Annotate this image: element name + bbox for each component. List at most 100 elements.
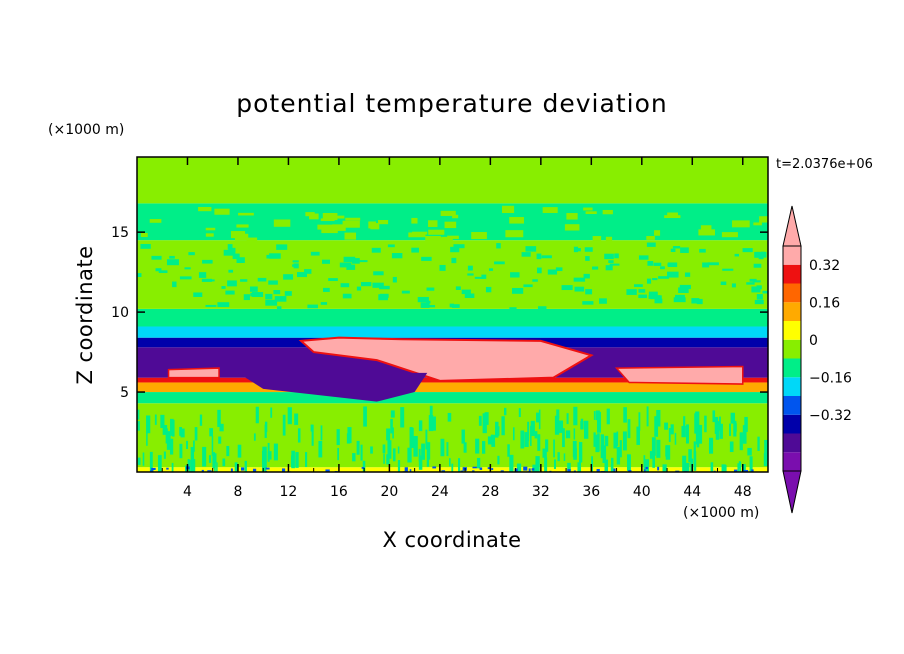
speckle-low-77 bbox=[704, 415, 707, 433]
speckle-surface-41 bbox=[166, 467, 169, 470]
speckle-low-146 bbox=[606, 408, 610, 425]
speckle-low-4 bbox=[577, 462, 582, 472]
speckle-low-142 bbox=[567, 462, 571, 472]
speckle-low-105 bbox=[360, 444, 363, 461]
speckle-low-91 bbox=[656, 439, 661, 458]
speckle-low-101 bbox=[623, 407, 627, 423]
speckle-upper-45 bbox=[378, 219, 389, 225]
speckle-low-148 bbox=[166, 431, 171, 450]
speckle-low-212 bbox=[390, 418, 393, 434]
speckle-mid-151 bbox=[228, 269, 234, 273]
speckle-low-233 bbox=[516, 463, 522, 472]
speckle-mid-87 bbox=[346, 264, 356, 270]
speckle-low-122 bbox=[463, 442, 467, 453]
speckle-mid-25 bbox=[304, 269, 312, 274]
speckle-low-102 bbox=[643, 455, 646, 472]
speckle-surface-47 bbox=[409, 469, 412, 472]
speckle-low-19 bbox=[507, 444, 510, 457]
speckle-mid-171 bbox=[758, 254, 764, 260]
speckle-mid-157 bbox=[654, 298, 663, 304]
speckle-low-53 bbox=[187, 459, 190, 467]
speckle-surface-46 bbox=[514, 468, 518, 472]
speckle-mid-125 bbox=[574, 248, 581, 252]
speckle-low-136 bbox=[747, 447, 752, 456]
speckle-low-201 bbox=[191, 459, 196, 472]
speckle-mid-8 bbox=[604, 253, 614, 260]
speckle-low-198 bbox=[579, 448, 583, 460]
speckle-mid-31 bbox=[451, 304, 460, 308]
speckle-low-144 bbox=[534, 431, 538, 439]
speckle-mid-30 bbox=[411, 247, 419, 253]
speckle-mid-141 bbox=[249, 286, 258, 292]
colorbar: 0.32 0.16 0 −0.16 −0.32 bbox=[782, 205, 852, 514]
colorbar-segment-4 bbox=[783, 377, 801, 396]
speckle-low-143 bbox=[670, 424, 674, 435]
speckle-low-132 bbox=[213, 453, 217, 464]
speckle-low-32 bbox=[305, 452, 308, 467]
speckle-mid-58 bbox=[511, 287, 524, 294]
contour-band-2 bbox=[137, 392, 768, 404]
speckle-low-258 bbox=[542, 448, 547, 458]
speckle-mid-99 bbox=[532, 279, 538, 282]
speckle-upper-34 bbox=[238, 212, 254, 216]
speckle-low-147 bbox=[261, 450, 265, 464]
speckle-mid-106 bbox=[640, 256, 645, 260]
speckle-upper-0 bbox=[345, 217, 361, 221]
speckle-mid-85 bbox=[210, 279, 215, 282]
speckle-low-17 bbox=[537, 434, 541, 451]
speckle-low-180 bbox=[482, 441, 486, 454]
speckle-upper-17 bbox=[667, 212, 678, 217]
speckle-mid-139 bbox=[378, 294, 388, 301]
speckle-upper-26 bbox=[505, 230, 524, 238]
contour-band-1 bbox=[137, 403, 768, 468]
speckle-low-139 bbox=[626, 454, 631, 471]
speckle-mid-145 bbox=[541, 255, 552, 259]
x-tick-label-48: 48 bbox=[734, 484, 752, 500]
speckle-low-118 bbox=[163, 451, 166, 459]
speckle-low-61 bbox=[487, 436, 493, 445]
speckle-upper-23 bbox=[509, 217, 524, 224]
speckle-low-239 bbox=[208, 455, 212, 463]
speckle-surface-44 bbox=[628, 470, 632, 472]
speckle-mid-130 bbox=[467, 273, 474, 276]
speckle-upper-38 bbox=[368, 221, 377, 229]
speckle-mid-89 bbox=[648, 295, 661, 299]
speckle-low-237 bbox=[476, 457, 481, 469]
speckle-low-133 bbox=[520, 430, 525, 449]
speckle-mid-142 bbox=[521, 252, 531, 257]
speckle-upper-35 bbox=[721, 232, 738, 238]
speckle-mid-40 bbox=[646, 242, 656, 247]
speckle-low-241 bbox=[180, 428, 185, 438]
speckle-low-221 bbox=[573, 406, 578, 426]
speckle-mid-167 bbox=[296, 272, 307, 278]
speckle-surface-22 bbox=[531, 468, 535, 471]
speckle-low-126 bbox=[497, 455, 500, 465]
speckle-upper-29 bbox=[322, 212, 338, 221]
speckle-low-65 bbox=[744, 416, 748, 432]
speckle-mid-136 bbox=[387, 244, 395, 248]
speckle-low-33 bbox=[170, 418, 174, 436]
speckle-low-249 bbox=[595, 434, 600, 452]
speckle-low-83 bbox=[610, 457, 614, 472]
speckle-mid-101 bbox=[608, 260, 614, 264]
y-tick-label-5: 5 bbox=[120, 385, 129, 401]
speckle-upper-4 bbox=[198, 206, 212, 212]
speckle-low-184 bbox=[495, 426, 500, 436]
speckle-low-204 bbox=[264, 463, 267, 472]
y-axis-unit: (×1000 m) bbox=[48, 122, 124, 138]
speckle-mid-21 bbox=[753, 263, 762, 268]
speckle-low-164 bbox=[535, 456, 540, 472]
speckle-low-177 bbox=[212, 452, 216, 469]
speckle-upper-3 bbox=[700, 225, 712, 232]
speckle-low-246 bbox=[190, 459, 193, 472]
speckle-low-248 bbox=[602, 445, 607, 464]
contour-band-3 bbox=[137, 382, 768, 393]
speckle-upper-18 bbox=[408, 232, 426, 238]
speckle-mid-64 bbox=[328, 278, 338, 282]
colorbar-segment-6 bbox=[783, 339, 801, 359]
speckle-surface-54 bbox=[460, 470, 464, 472]
colorbar-segment-1 bbox=[783, 433, 801, 453]
speckle-surface-0 bbox=[325, 469, 330, 472]
speckle-mid-67 bbox=[166, 259, 179, 266]
speckle-mid-17 bbox=[762, 290, 768, 294]
